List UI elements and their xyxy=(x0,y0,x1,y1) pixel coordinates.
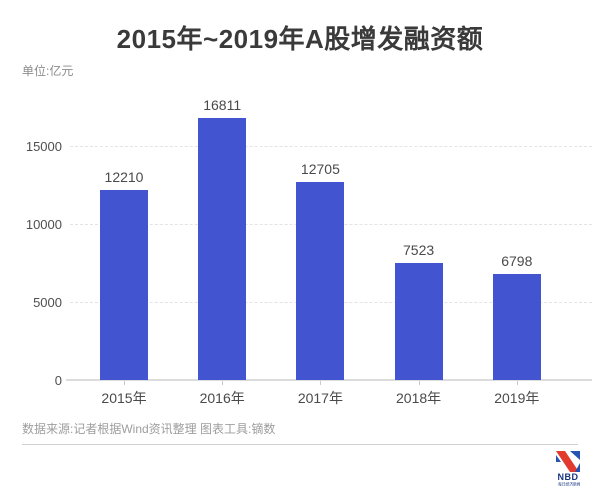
x-axis-tick xyxy=(320,381,322,385)
bar-2017年 xyxy=(296,181,345,380)
bar-value-label: 7523 xyxy=(403,241,435,258)
gridline-15000 xyxy=(70,146,592,147)
nbd-logo-icon xyxy=(556,451,580,472)
x-axis-tick xyxy=(516,381,518,385)
x-axis-label: 2018年 xyxy=(396,390,442,406)
x-axis-line xyxy=(66,379,592,381)
unit-label: 单位:亿元 xyxy=(22,64,74,78)
bar-2015年 xyxy=(100,189,148,380)
y-axis-label: 10000 xyxy=(25,217,62,232)
y-axis-label: 5000 xyxy=(33,295,62,310)
x-axis-tick xyxy=(124,381,125,385)
y-axis-label: 0 xyxy=(54,373,62,388)
bar-value-label: 12210 xyxy=(104,168,144,185)
bar-2016年 xyxy=(198,117,247,380)
x-axis-label: 2017年 xyxy=(297,390,343,406)
nbd-logo-text: NBD xyxy=(557,472,579,482)
footer-divider xyxy=(22,444,578,445)
nbd-logo-subtext: 每日经济新闻 xyxy=(558,483,581,487)
x-axis-label: 2016年 xyxy=(199,390,245,406)
bar-2019年 xyxy=(492,273,541,380)
y-axis-label: 15000 xyxy=(25,139,62,154)
x-axis-tick xyxy=(418,381,420,385)
bar-value-label: 6798 xyxy=(501,252,533,269)
chart-title: 2015年~2019年A股增发融资额 xyxy=(116,24,484,54)
bar-value-label: 12705 xyxy=(300,160,340,177)
bar-2018年 xyxy=(394,262,443,380)
x-axis-label: 2019年 xyxy=(494,390,540,406)
x-axis-tick xyxy=(222,381,224,385)
bar-value-label: 16811 xyxy=(203,96,242,113)
x-axis-label: 2015年 xyxy=(101,390,147,406)
source-note: 数据来源:记者根据Wind资讯整理 图表工具:镝数 xyxy=(22,422,276,436)
nbd-logo: NBD 每日经济新闻 xyxy=(552,451,584,493)
